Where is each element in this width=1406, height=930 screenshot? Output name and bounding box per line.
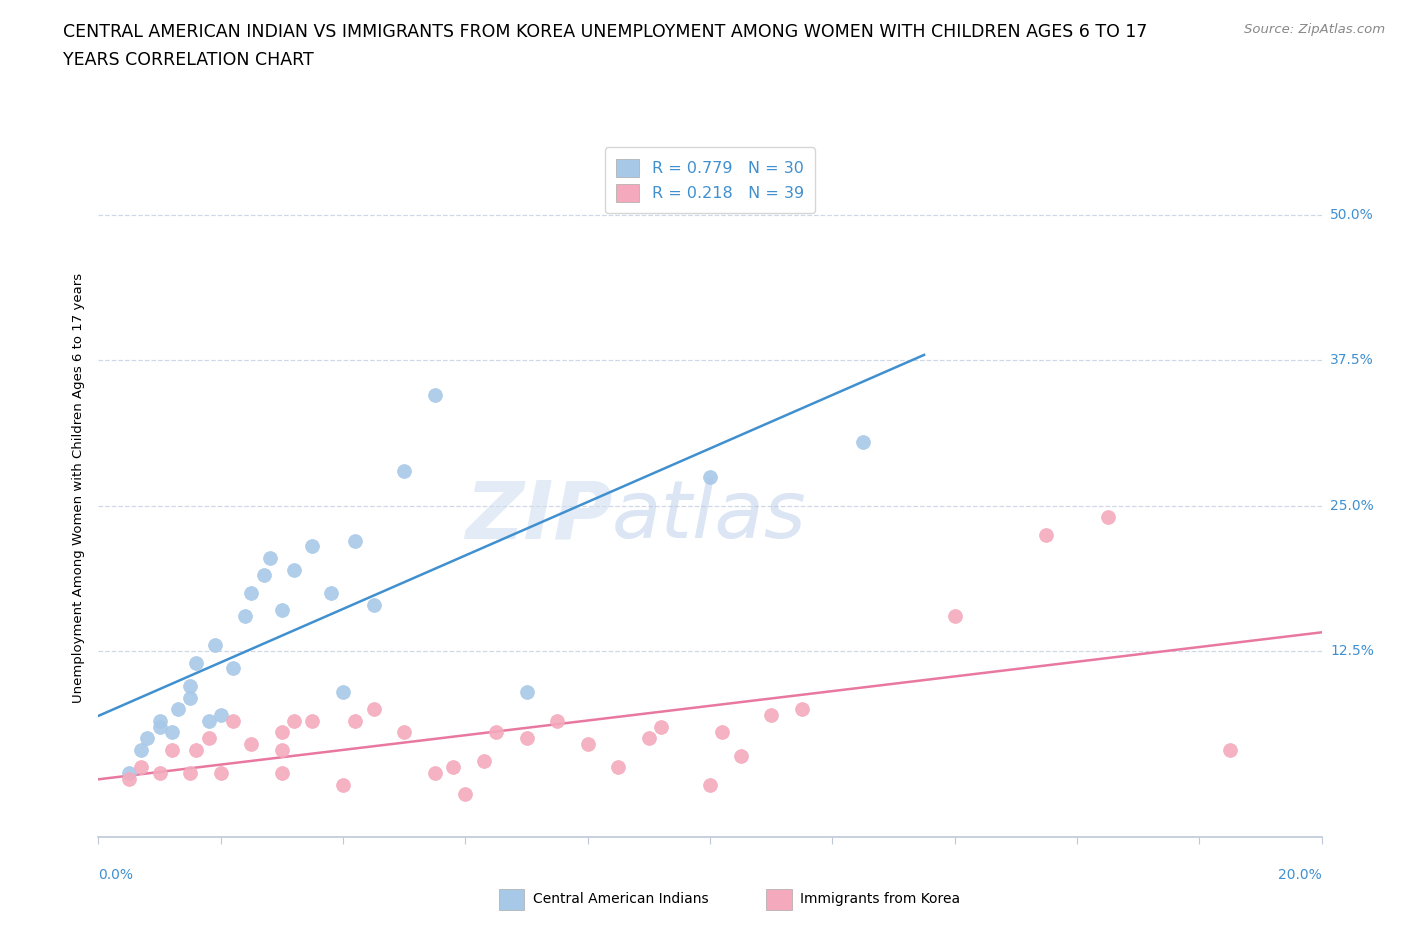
Point [222,713,245,728]
Point [179,690,201,705]
Point [472,754,495,769]
Point [363,701,385,716]
Point [186,655,208,670]
Point [392,725,416,740]
Point [270,603,292,618]
Point [160,725,183,740]
Point [699,469,721,484]
Point [270,742,292,757]
Point [301,713,323,728]
Point [650,719,672,734]
Point [197,713,219,728]
Text: Source: ZipAtlas.com: Source: ZipAtlas.com [1244,23,1385,36]
Point [149,765,172,780]
Text: Immigrants from Korea: Immigrants from Korea [800,892,960,907]
Point [319,586,342,601]
Point [240,586,263,601]
Point [637,731,661,746]
Point [1097,510,1119,525]
Point [441,760,464,775]
Point [283,562,305,577]
Point [1219,742,1241,757]
Text: 37.5%: 37.5% [1330,353,1374,367]
Text: 50.0%: 50.0% [1330,208,1374,222]
Point [160,742,183,757]
Point [711,725,734,740]
Text: atlas: atlas [612,477,807,555]
Point [118,772,141,787]
Point [607,760,630,775]
Point [344,713,367,728]
Point [149,713,172,728]
Point [270,765,292,780]
Point [363,597,385,612]
Point [209,765,232,780]
Point [129,760,152,775]
Point [204,638,226,653]
Point [332,777,354,792]
Text: 0.0%: 0.0% [98,868,134,882]
Point [118,765,141,780]
Point [136,731,159,746]
Point [179,679,201,694]
Text: Central American Indians: Central American Indians [533,892,709,907]
Text: YEARS CORRELATION CHART: YEARS CORRELATION CHART [63,51,314,69]
Text: 20.0%: 20.0% [1278,868,1322,882]
Point [943,609,966,624]
Point [222,661,245,676]
Legend: R = 0.779   N = 30, R = 0.218   N = 39: R = 0.779 N = 30, R = 0.218 N = 39 [605,148,815,213]
Point [423,765,446,780]
Text: CENTRAL AMERICAN INDIAN VS IMMIGRANTS FROM KOREA UNEMPLOYMENT AMONG WOMEN WITH C: CENTRAL AMERICAN INDIAN VS IMMIGRANTS FR… [63,23,1147,41]
Point [516,684,538,699]
Point [1035,527,1057,542]
Point [485,725,508,740]
Point [240,737,263,751]
Point [576,737,599,751]
Point [852,434,875,449]
Point [699,777,721,792]
Point [344,533,367,548]
Point [209,708,232,723]
Point [454,787,477,802]
Point [129,742,152,757]
Point [259,551,281,565]
Point [179,765,201,780]
Point [301,538,323,553]
Point [332,684,354,699]
Point [392,463,416,478]
Point [167,701,190,716]
Point [423,388,446,403]
Point [197,731,219,746]
Point [270,725,292,740]
Point [149,719,172,734]
Point [790,701,813,716]
Point [759,708,782,723]
Point [233,609,256,624]
Point [252,568,274,583]
Text: 25.0%: 25.0% [1330,498,1374,512]
Text: 12.5%: 12.5% [1330,644,1374,658]
Text: ZIP: ZIP [465,477,612,555]
Point [730,748,752,763]
Point [186,742,208,757]
Point [546,713,568,728]
Point [283,713,305,728]
Point [516,731,538,746]
Y-axis label: Unemployment Among Women with Children Ages 6 to 17 years: Unemployment Among Women with Children A… [72,273,86,703]
